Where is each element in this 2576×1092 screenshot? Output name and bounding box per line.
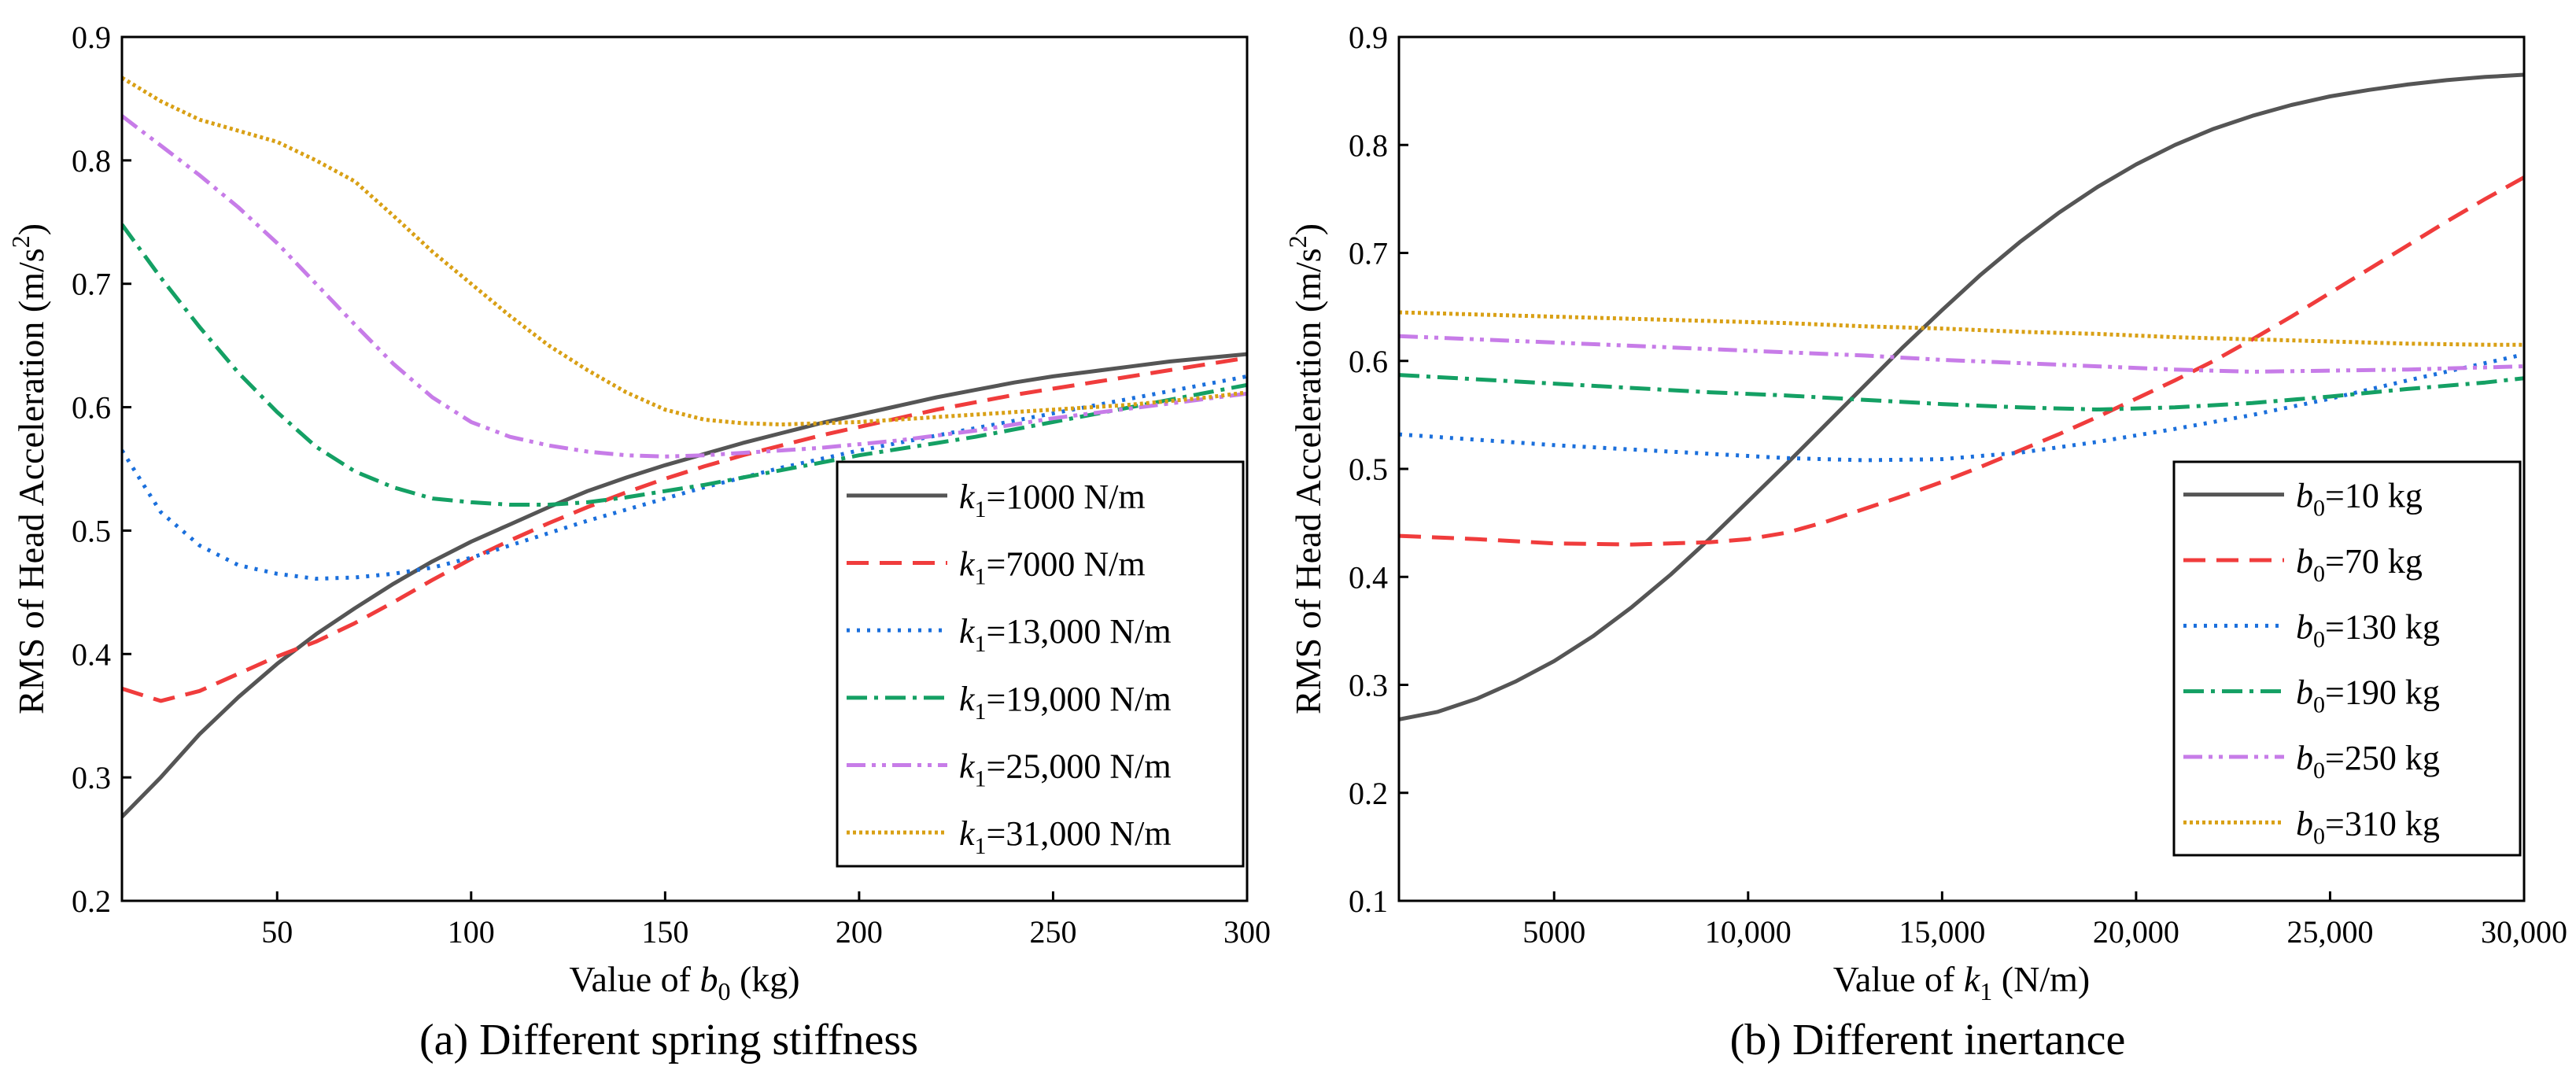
series-line-6 bbox=[1399, 310, 2524, 347]
y-tick-label: 0.7 bbox=[72, 267, 111, 302]
series-line-5 bbox=[122, 114, 1247, 459]
legend-label-5: b0=250 kg bbox=[2296, 739, 2440, 784]
y-tick-label: 0.6 bbox=[1349, 344, 1388, 379]
legend-label-6: b0=310 kg bbox=[2296, 804, 2440, 849]
legend-label-2: k1=7000 N/m bbox=[959, 545, 1146, 590]
x-tick-label: 15,000 bbox=[1899, 914, 1985, 950]
legend-label-5: k1=25,000 N/m bbox=[959, 747, 1172, 792]
legend-label-2: b0=70 kg bbox=[2296, 542, 2423, 587]
y-tick-label: 0.7 bbox=[1349, 236, 1388, 271]
caption-a: (a) Different spring stiffness bbox=[419, 1016, 918, 1064]
x-tick-label: 50 bbox=[261, 914, 293, 950]
y-tick-label: 0.1 bbox=[1349, 884, 1388, 919]
series-line-6 bbox=[122, 76, 1247, 426]
x-tick-label: 10,000 bbox=[1705, 914, 1792, 950]
legend-label-4: k1=19,000 N/m bbox=[959, 680, 1172, 725]
legend: b0=10 kg b0=70 kg b0=130 kg b0=190 kg b0=250… bbox=[2172, 460, 2522, 857]
y-tick-label: 0.4 bbox=[72, 636, 111, 672]
y-tick-label: 0.8 bbox=[72, 143, 111, 179]
chart-b: 0.1 0.2 0.3 0.4 0.5 0.6 0.7 0.8 0.9 5000 10,000 15,… bbox=[1283, 20, 2567, 1005]
x-axis-label: Value of k1 (N/m) bbox=[1833, 959, 2090, 1005]
legend: k1=1000 N/m k1=7000 N/m k1=13,000 N/m k1=19… bbox=[836, 460, 1245, 868]
y-tick-label: 0.4 bbox=[1349, 559, 1388, 595]
x-tick-label: 20,000 bbox=[2093, 914, 2179, 950]
legend-box bbox=[836, 460, 1245, 868]
legend-label-3: b0=130 kg bbox=[2296, 607, 2440, 652]
y-tick-label: 0.3 bbox=[72, 760, 111, 795]
legend-label-3: k1=13,000 N/m bbox=[959, 612, 1172, 657]
series-line-4 bbox=[1399, 373, 2524, 411]
y-tick-label: 0.5 bbox=[1349, 452, 1388, 487]
series-line-3 bbox=[122, 374, 1247, 581]
y-tick-label: 0.6 bbox=[72, 390, 111, 426]
y-tick-label: 0.2 bbox=[72, 884, 111, 919]
y-tick-label: 0.9 bbox=[1349, 20, 1388, 55]
caption-b: (b) Different inertance bbox=[1729, 1016, 2126, 1064]
legend-label-1: b0=10 kg bbox=[2296, 477, 2423, 522]
y-tick-label: 0.9 bbox=[72, 20, 111, 55]
x-tick-label: 200 bbox=[836, 914, 883, 950]
plot-frame bbox=[120, 35, 1249, 902]
series-line-2 bbox=[1399, 175, 2524, 547]
x-tick-label: 100 bbox=[448, 914, 495, 950]
y-tick-label: 0.2 bbox=[1349, 776, 1388, 811]
series-line-4 bbox=[122, 223, 1247, 507]
y-tick-label: 0.3 bbox=[1349, 668, 1388, 703]
series-line-5 bbox=[1399, 334, 2524, 374]
y-axis-label: RMS of Head Acceleration (m/s2) bbox=[6, 223, 51, 714]
x-tick-label: 300 bbox=[1223, 914, 1271, 950]
legend-label-6: k1=31,000 N/m bbox=[959, 814, 1172, 859]
series-line-3 bbox=[1399, 352, 2524, 463]
legend-box bbox=[2172, 460, 2522, 857]
y-tick-label: 0.5 bbox=[72, 513, 111, 548]
series-line-1 bbox=[122, 352, 1247, 819]
series-line-1 bbox=[1399, 72, 2524, 721]
x-tick-label: 25,000 bbox=[2286, 914, 2373, 950]
legend-label-4: b0=190 kg bbox=[2296, 673, 2440, 718]
x-tick-label: 5000 bbox=[1522, 914, 1585, 950]
x-tick-label: 150 bbox=[641, 914, 688, 950]
y-axis-label: RMS of Head Acceleration (m/s2) bbox=[1283, 223, 1328, 714]
y-tick-label: 0.8 bbox=[1349, 127, 1388, 163]
chart-a: 0.2 0.3 0.4 0.5 0.6 0.7 0.8 0.9 50 100 150 200 250 30… bbox=[6, 20, 1271, 1005]
x-axis-label: Value of b0 (kg) bbox=[569, 959, 799, 1005]
series-line-2 bbox=[122, 356, 1247, 703]
legend-label-1: k1=1000 N/m bbox=[959, 478, 1146, 522]
x-tick-label: 30,000 bbox=[2481, 914, 2567, 950]
x-tick-label: 250 bbox=[1029, 914, 1076, 950]
